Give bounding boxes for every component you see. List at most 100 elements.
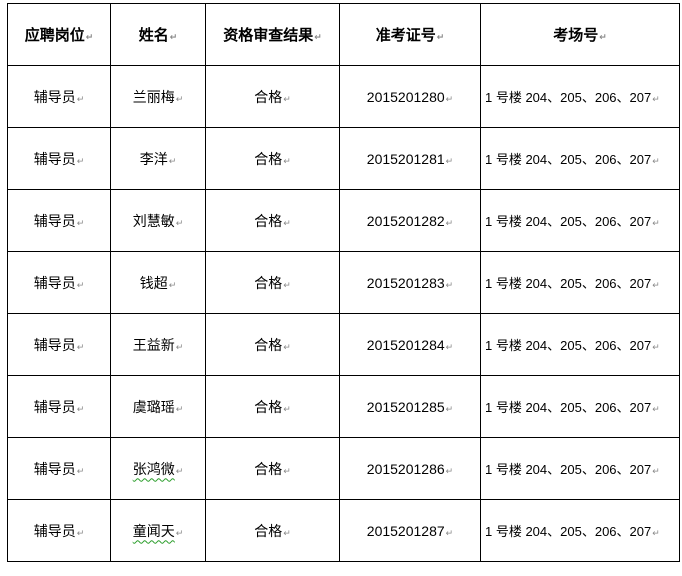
- cell-result: 合格↵: [205, 375, 340, 438]
- paragraph-mark-icon: ↵: [175, 528, 184, 539]
- paragraph-mark-icon: ↵: [652, 466, 660, 476]
- cell-name: 虞璐瑶↵: [110, 375, 206, 438]
- paragraph-mark-icon: ↵: [283, 280, 291, 291]
- paragraph-mark-icon: ↵: [283, 94, 291, 105]
- table-row: 辅导员↵ 王益新↵ 合格↵ 2015201284↵ 1 号楼 204、205、206、2…: [7, 313, 680, 376]
- table-row: 辅导员↵ 兰丽梅↵ 合格↵ 2015201280↵ 1 号楼 204、205、206、2…: [7, 65, 680, 128]
- paragraph-mark-icon: ↵: [283, 156, 291, 167]
- paragraph-mark-icon: ↵: [599, 33, 607, 43]
- paragraph-mark-icon: ↵: [168, 156, 177, 167]
- cell-result: 合格↵: [205, 437, 340, 500]
- paragraph-mark-icon: ↵: [445, 403, 454, 414]
- paragraph-mark-icon: ↵: [76, 342, 85, 353]
- paragraph-mark-icon: ↵: [445, 93, 454, 104]
- cell-room: 1 号楼 204、205、206、207↵: [480, 65, 680, 128]
- paragraph-mark-icon: ↵: [76, 528, 85, 539]
- paragraph-mark-icon: ↵: [652, 404, 660, 414]
- cell-position: 辅导员↵: [7, 375, 111, 438]
- paragraph-mark-icon: ↵: [314, 33, 322, 43]
- paragraph-mark-icon: ↵: [175, 342, 184, 353]
- paragraph-mark-icon: ↵: [445, 527, 454, 538]
- paragraph-mark-icon: ↵: [652, 156, 660, 166]
- cell-name: 童闻天↵: [110, 499, 206, 562]
- table-row: 辅导员↵ 李洋↵ 合格↵ 2015201281↵ 1 号楼 204、205、206、20…: [7, 127, 680, 190]
- cell-result: 合格↵: [205, 189, 340, 252]
- cell-ticket: 2015201286↵: [339, 437, 481, 500]
- table-row: 辅导员↵ 虞璐瑶↵ 合格↵ 2015201285↵ 1 号楼 204、205、206、2…: [7, 375, 680, 438]
- cell-position: 辅导员↵: [7, 127, 111, 190]
- paragraph-mark-icon: ↵: [445, 217, 454, 228]
- paragraph-mark-icon: ↵: [652, 342, 660, 352]
- cell-position: 辅导员↵: [7, 437, 111, 500]
- paragraph-mark-icon: ↵: [436, 33, 445, 43]
- cell-ticket: 2015201287↵: [339, 499, 481, 562]
- cell-name: 王益新↵: [110, 313, 206, 376]
- header-name: 姓名↵: [110, 3, 206, 66]
- cell-position: 辅导员↵: [7, 189, 111, 252]
- cell-room: 1 号楼 204、205、206、207↵: [480, 499, 680, 562]
- paragraph-mark-icon: ↵: [76, 280, 85, 291]
- paragraph-mark-icon: ↵: [283, 218, 291, 229]
- cell-room: 1 号楼 204、205、206、207↵: [480, 251, 680, 314]
- cell-position: 辅导员↵: [7, 65, 111, 128]
- header-result: 资格审查结果↵: [205, 3, 340, 66]
- cell-room: 1 号楼 204、205、206、207↵: [480, 375, 680, 438]
- table-row: 辅导员↵ 钱超↵ 合格↵ 2015201283↵ 1 号楼 204、205、206、20…: [7, 251, 680, 314]
- paragraph-mark-icon: ↵: [445, 279, 454, 290]
- cell-position: 辅导员↵: [7, 251, 111, 314]
- paragraph-mark-icon: ↵: [652, 94, 660, 104]
- cell-room: 1 号楼 204、205、206、207↵: [480, 127, 680, 190]
- header-row: 应聘岗位↵ 姓名↵ 资格审查结果↵ 准考证号↵ 考场号↵: [7, 3, 680, 66]
- cell-name: 钱超↵: [110, 251, 206, 314]
- paragraph-mark-icon: ↵: [76, 94, 85, 105]
- cell-result: 合格↵: [205, 499, 340, 562]
- header-room: 考场号↵: [480, 3, 680, 66]
- cell-name: 刘慧敏↵: [110, 189, 206, 252]
- header-ticket: 准考证号↵: [339, 3, 481, 66]
- paragraph-mark-icon: ↵: [652, 528, 660, 538]
- table-row: 辅导员↵ 张鸿微↵ 合格↵ 2015201286↵ 1 号楼 204、205、206、2…: [7, 437, 680, 500]
- paragraph-mark-icon: ↵: [76, 156, 85, 167]
- paragraph-mark-icon: ↵: [445, 155, 454, 166]
- paragraph-mark-icon: ↵: [283, 528, 291, 539]
- paragraph-mark-icon: ↵: [283, 342, 291, 353]
- cell-name: 兰丽梅↵: [110, 65, 206, 128]
- paragraph-mark-icon: ↵: [85, 33, 94, 43]
- paragraph-mark-icon: ↵: [175, 404, 184, 415]
- cell-room: 1 号楼 204、205、206、207↵: [480, 189, 680, 252]
- cell-position: 辅导员↵: [7, 313, 111, 376]
- table-row: 辅导员↵ 刘慧敏↵ 合格↵ 2015201282↵ 1 号楼 204、205、206、2…: [7, 189, 680, 252]
- paragraph-mark-icon: ↵: [168, 280, 177, 291]
- paragraph-mark-icon: ↵: [283, 404, 291, 415]
- cell-name: 张鸿微↵: [110, 437, 206, 500]
- paragraph-mark-icon: ↵: [175, 94, 184, 105]
- cell-result: 合格↵: [205, 251, 340, 314]
- paragraph-mark-icon: ↵: [169, 33, 178, 43]
- cell-ticket: 2015201285↵: [339, 375, 481, 438]
- cell-position: 辅导员↵: [7, 499, 111, 562]
- cell-result: 合格↵: [205, 313, 340, 376]
- cell-result: 合格↵: [205, 127, 340, 190]
- cell-ticket: 2015201280↵: [339, 65, 481, 128]
- paragraph-mark-icon: ↵: [445, 465, 454, 476]
- cell-ticket: 2015201281↵: [339, 127, 481, 190]
- header-position: 应聘岗位↵: [7, 3, 111, 66]
- paragraph-mark-icon: ↵: [652, 280, 660, 290]
- cell-room: 1 号楼 204、205、206、207↵: [480, 437, 680, 500]
- cell-name: 李洋↵: [110, 127, 206, 190]
- cell-ticket: 2015201282↵: [339, 189, 481, 252]
- candidate-table: 应聘岗位↵ 姓名↵ 资格审查结果↵ 准考证号↵ 考场号↵ 辅导员↵ 兰丽梅↵ 合格↵…: [7, 3, 680, 562]
- paragraph-mark-icon: ↵: [76, 404, 85, 415]
- paragraph-mark-icon: ↵: [283, 466, 291, 477]
- cell-ticket: 2015201284↵: [339, 313, 481, 376]
- cell-result: 合格↵: [205, 65, 340, 128]
- paragraph-mark-icon: ↵: [652, 218, 660, 228]
- paragraph-mark-icon: ↵: [175, 466, 184, 477]
- paragraph-mark-icon: ↵: [76, 466, 85, 477]
- cell-ticket: 2015201283↵: [339, 251, 481, 314]
- paragraph-mark-icon: ↵: [445, 341, 454, 352]
- paragraph-mark-icon: ↵: [76, 218, 85, 229]
- table-row: 辅导员↵ 童闻天↵ 合格↵ 2015201287↵ 1 号楼 204、205、206、2…: [7, 499, 680, 562]
- cell-room: 1 号楼 204、205、206、207↵: [480, 313, 680, 376]
- paragraph-mark-icon: ↵: [175, 218, 184, 229]
